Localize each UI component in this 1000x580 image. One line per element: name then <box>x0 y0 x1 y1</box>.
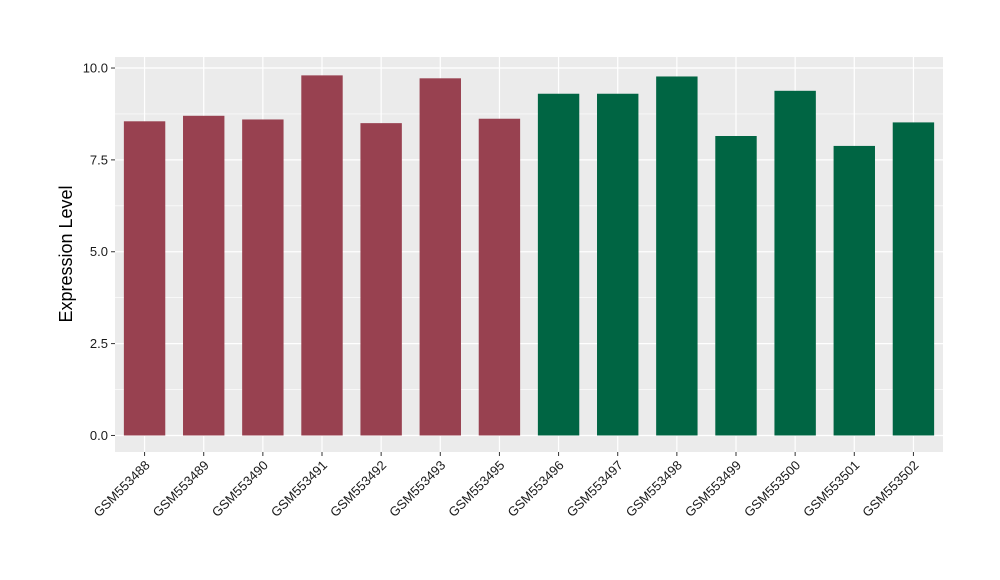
x-axis: GSM553488GSM553489GSM553490GSM553491GSM5… <box>90 452 922 520</box>
bars <box>123 75 935 436</box>
bar <box>597 93 639 436</box>
bar <box>478 118 521 436</box>
x-tick-label: GSM553496 <box>504 458 566 520</box>
x-tick-label: GSM553488 <box>90 458 152 520</box>
bar <box>183 115 225 436</box>
y-axis-title: Expression Level <box>56 185 76 322</box>
x-tick-label: GSM553501 <box>800 458 862 520</box>
x-tick-label: GSM553489 <box>150 458 212 520</box>
bar <box>537 93 580 436</box>
y-tick-label: 2.5 <box>90 336 108 351</box>
x-tick-label: GSM553493 <box>386 458 448 520</box>
bar <box>301 75 343 436</box>
y-tick-label: 10.0 <box>83 61 108 76</box>
y-tick-label: 0.0 <box>90 428 108 443</box>
plot-panel <box>115 57 943 452</box>
x-tick-label: GSM553498 <box>623 458 685 520</box>
bar <box>419 78 461 436</box>
bar <box>774 90 816 436</box>
y-tick-label: 5.0 <box>90 244 108 259</box>
x-tick-label: GSM553499 <box>682 458 744 520</box>
bar <box>123 121 166 436</box>
x-tick-label: GSM553492 <box>327 458 389 520</box>
bar <box>892 122 935 436</box>
bar <box>656 76 698 436</box>
x-tick-label: GSM553502 <box>859 458 921 520</box>
x-tick-label: GSM553491 <box>268 458 330 520</box>
bar <box>360 123 402 436</box>
bar <box>833 145 875 436</box>
x-tick-label: GSM553490 <box>209 458 271 520</box>
bar <box>242 119 284 436</box>
x-tick-label: GSM553497 <box>564 458 626 520</box>
x-tick-label: GSM553495 <box>445 458 507 520</box>
y-axis: 0.0 2.5 5.0 7.5 10.0 <box>83 61 115 443</box>
bar <box>715 136 757 436</box>
y-tick-label: 7.5 <box>90 152 108 167</box>
x-tick-label: GSM553500 <box>741 458 803 520</box>
